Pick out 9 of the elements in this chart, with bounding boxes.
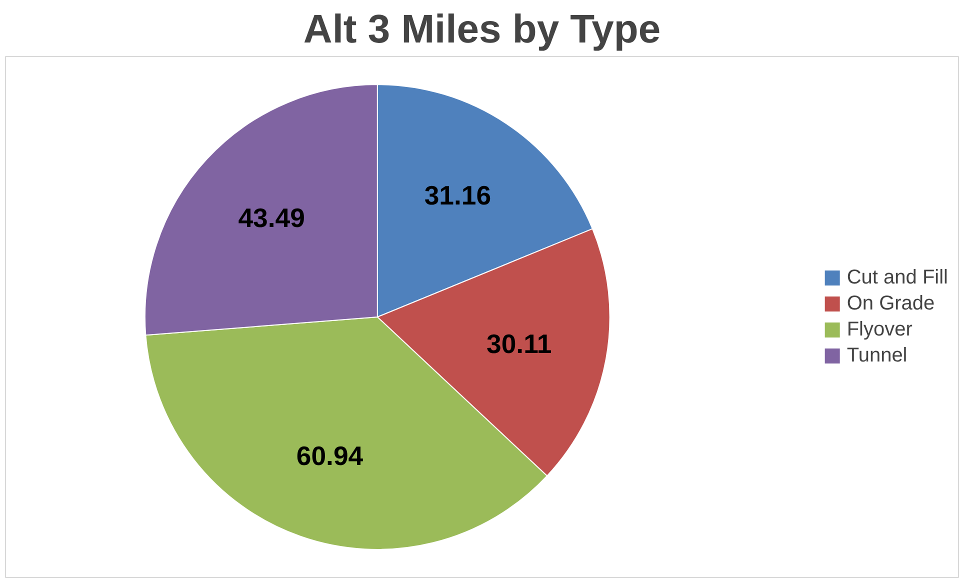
- legend-label: Tunnel: [846, 344, 908, 367]
- data-label: 31.16: [424, 180, 492, 211]
- chart-title: Alt 3 Miles by Type: [303, 8, 661, 52]
- legend-label: On Grade: [846, 292, 935, 315]
- legend-label: Flyover: [846, 318, 912, 341]
- data-label: 43.49: [238, 202, 305, 233]
- data-label: 30.11: [486, 329, 552, 360]
- legend-label: Cut and Fill: [846, 266, 948, 289]
- data-label: 60.94: [296, 441, 364, 472]
